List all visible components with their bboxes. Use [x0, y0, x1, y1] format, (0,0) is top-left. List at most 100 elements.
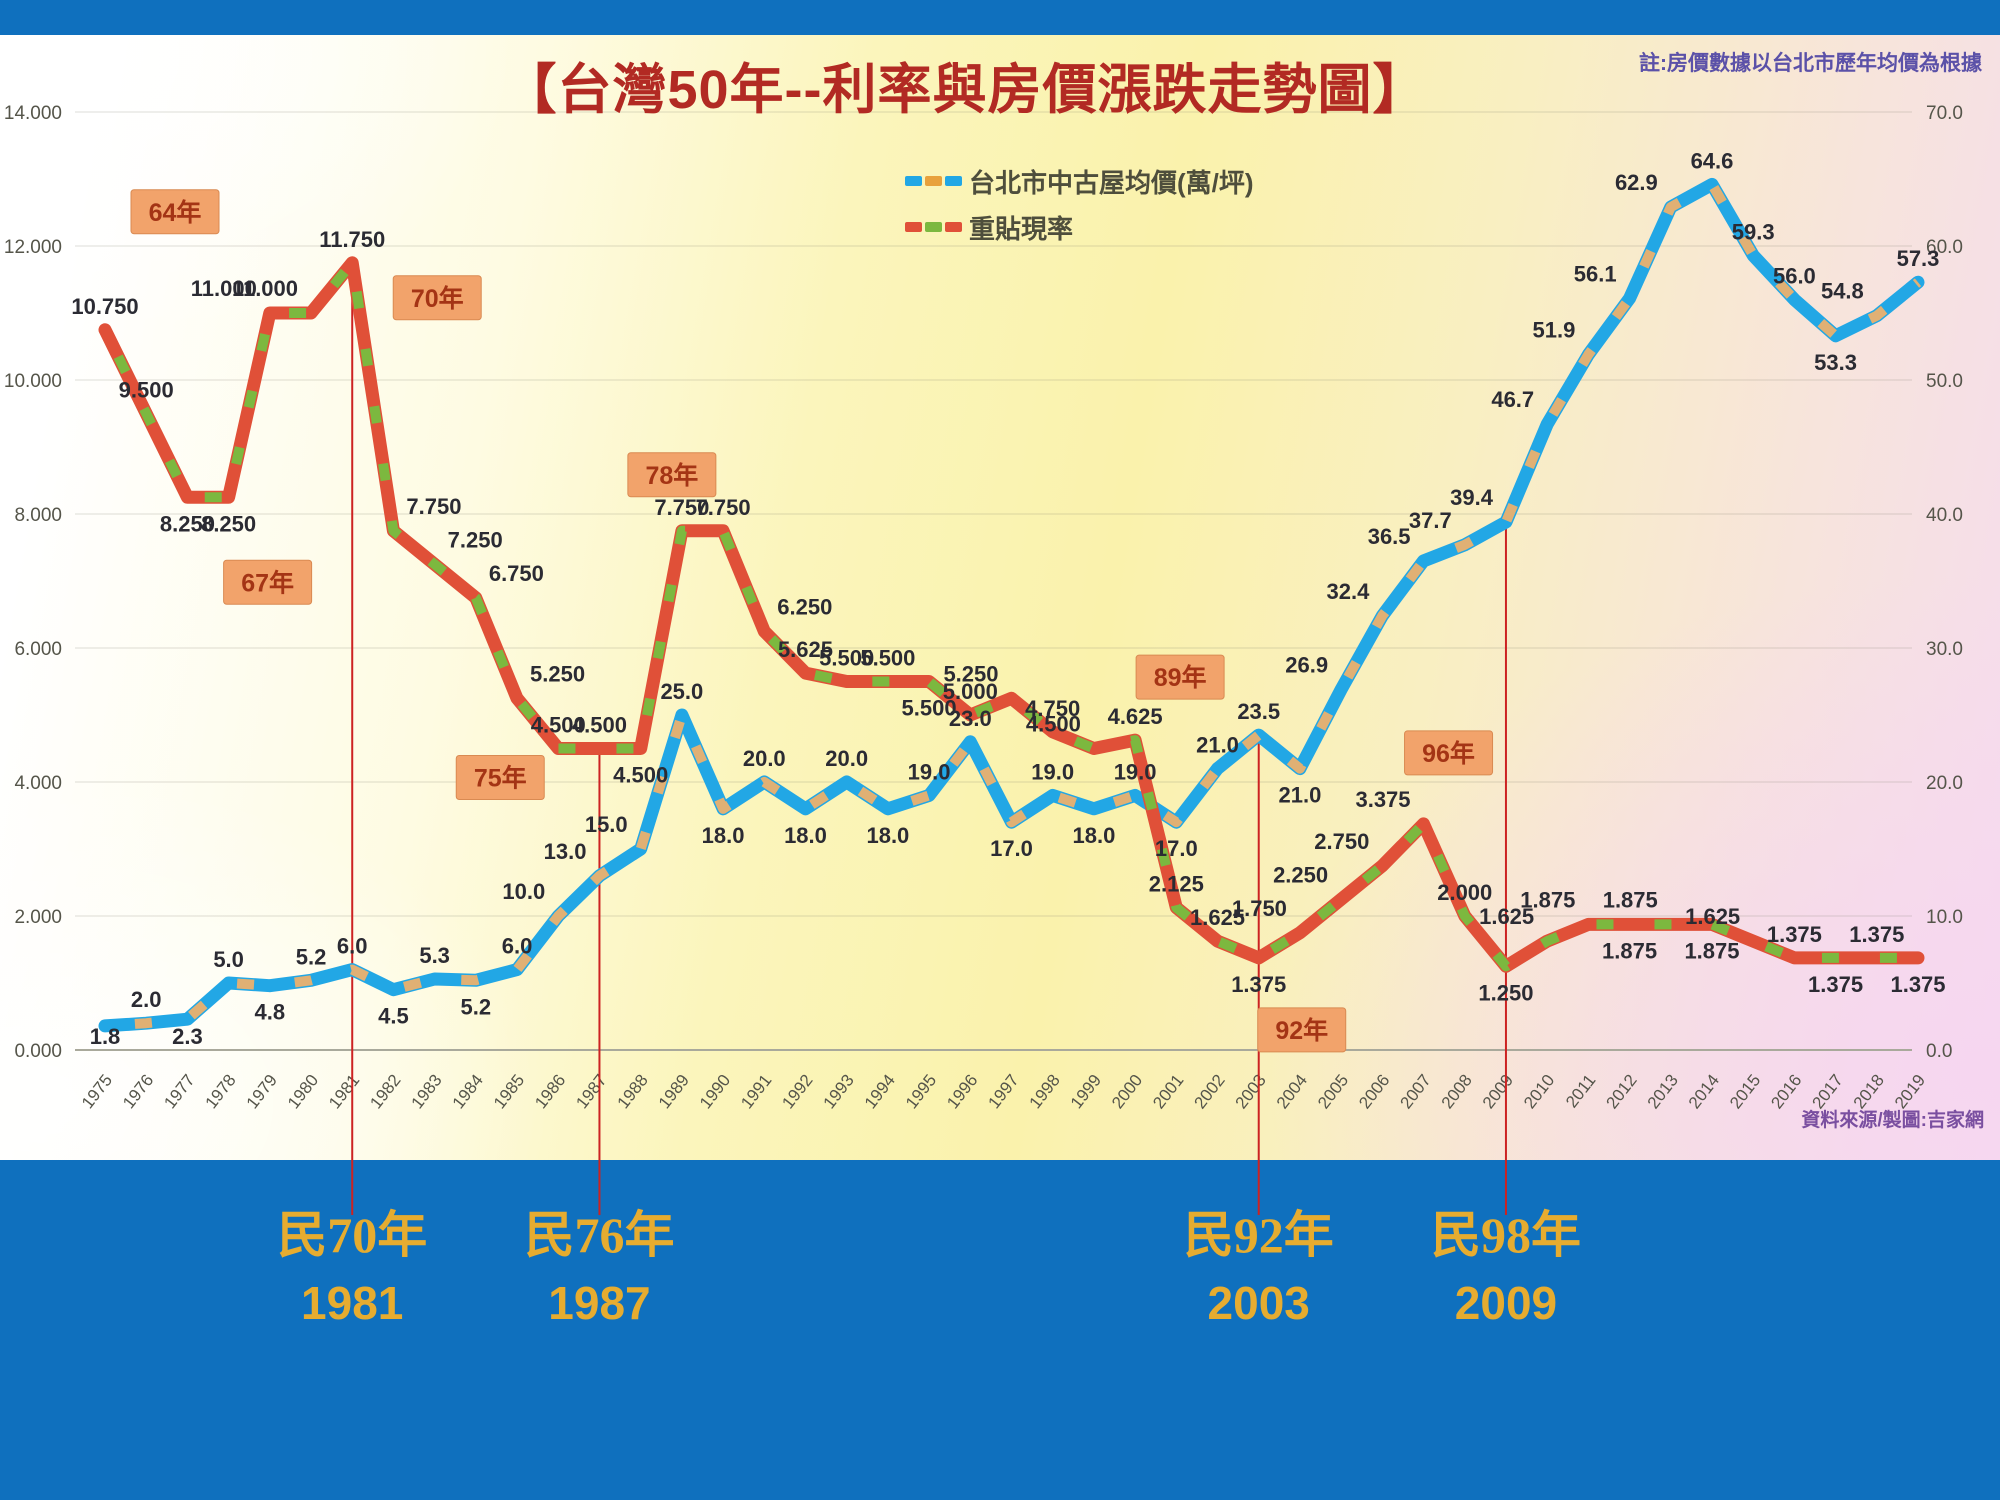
rate-data-label: 4.500: [531, 713, 586, 738]
price-data-label: 4.8: [255, 1000, 286, 1025]
rate-data-label: 5.625: [778, 637, 833, 662]
price-data-label: 18.0: [866, 823, 909, 848]
page-title: 【台灣50年--利率與房價漲跌走勢圖】: [502, 60, 1428, 120]
price-data-label: 15.0: [585, 812, 628, 837]
price-data-label: 21.0: [1196, 733, 1239, 758]
x-axis-label: 2008: [1438, 1071, 1476, 1113]
price-data-label: 19.0: [1114, 759, 1157, 784]
price-data-label: 1.8: [90, 1024, 121, 1049]
rate-data-label: 4.500: [1026, 712, 1081, 737]
rate-data-label: 1.375: [1849, 922, 1904, 947]
x-axis-label: 1989: [655, 1071, 693, 1113]
price-line-dashes: [104, 179, 1922, 1031]
price-data-label: 2.3: [172, 1024, 203, 1049]
rate-data-label: 10.750: [71, 294, 138, 319]
rate-data-label: 1.625: [1685, 904, 1740, 929]
price-data-label: 62.9: [1615, 170, 1658, 195]
y-axis-label-left: 4.000: [14, 773, 62, 794]
x-axis-label: 1996: [943, 1071, 981, 1113]
roc-year-box: [130, 189, 220, 235]
x-axis-label: 1991: [737, 1071, 775, 1113]
x-axis-label: 2007: [1396, 1071, 1434, 1113]
y-axis-label-right: 20.0: [1926, 773, 1963, 794]
y-axis-label-right: 0.0: [1926, 1041, 1952, 1062]
price-data-label: 18.0: [784, 823, 827, 848]
chart-region: 0.000 0.0 2.000 10.0 4.000 20.0 6.000 30.0 8.000…: [0, 35, 2000, 1215]
rate-data-label: 1.375: [1231, 972, 1286, 997]
price-data-label: 18.0: [1072, 823, 1115, 848]
top-right-note: 註:房價數據以台北市歷年均價為根據: [1639, 52, 1982, 75]
x-axis-label: 2009: [1479, 1071, 1517, 1113]
legend-item-price: 台北市中古屋均價(萬/坪): [905, 158, 1254, 204]
price-data-label: 39.4: [1450, 485, 1494, 510]
x-axis-label: 1980: [284, 1071, 322, 1113]
rate-data-label: 5.000: [943, 679, 998, 704]
y-axis-label-left: 6.000: [14, 639, 62, 660]
price-data-label: 17.0: [990, 836, 1033, 861]
rate-data-label: 5.500: [819, 646, 874, 671]
x-axis-label: 1986: [531, 1071, 569, 1113]
rate-data-label: 4.750: [1025, 696, 1080, 721]
rate-data-label: 5.250: [943, 661, 998, 686]
price-data-label: 18.0: [702, 823, 745, 848]
rate-data-label: 6.750: [489, 561, 544, 586]
price-data-label: 21.0: [1279, 783, 1322, 808]
legend-label: 台北市中古屋均價(萬/坪): [969, 167, 1254, 198]
rate-data-label: 4.625: [1108, 704, 1163, 729]
roc-year-box-label: 64年: [149, 198, 202, 227]
top-bar: [0, 0, 2000, 35]
x-axis-label: 2005: [1314, 1071, 1352, 1113]
rate-data-label: 2.125: [1149, 872, 1204, 897]
price-data-label: 59.3: [1732, 219, 1775, 244]
roc-year-box: [1404, 730, 1494, 776]
timeline-marker: 民70年 1981: [242, 1202, 462, 1338]
x-axis-label: 1984: [449, 1071, 487, 1113]
x-axis-label: 1977: [160, 1071, 198, 1113]
x-axis-label: 2012: [1602, 1071, 1640, 1113]
y-axis-label-right: 70.0: [1926, 103, 1963, 124]
x-axis-label: 1987: [572, 1071, 610, 1113]
price-line-marker-icon: [905, 176, 965, 186]
y-axis-label-right: 50.0: [1926, 371, 1963, 392]
x-axis-label: 2006: [1355, 1071, 1393, 1113]
chart-legend: 台北市中古屋均價(萬/坪) 重貼現率: [905, 158, 1254, 250]
y-axis-label-left: 2.000: [14, 907, 62, 928]
price-data-label: 64.6: [1691, 148, 1734, 173]
rate-data-label: 5.500: [902, 696, 957, 721]
x-axis-label: 2011: [1562, 1071, 1599, 1112]
price-data-label: 19.0: [1031, 759, 1074, 784]
price-data-label: 20.0: [825, 746, 868, 771]
x-axis-label: 2004: [1273, 1071, 1311, 1113]
x-axis-label: 1979: [243, 1071, 281, 1113]
x-axis-label: 2002: [1190, 1071, 1228, 1113]
rate-line-marker-icon: [905, 222, 965, 232]
source-note: 資料來源/製圖:吉家網: [1801, 1110, 1984, 1131]
rate-data-label: 11.750: [319, 227, 385, 252]
y-axis-label-right: 40.0: [1926, 505, 1963, 526]
roc-year-box: [1257, 1007, 1347, 1053]
y-axis-label-right: 30.0: [1926, 639, 1963, 660]
timeline-gregorian-year: 1981: [301, 1277, 404, 1329]
price-data-label: 32.4: [1327, 579, 1371, 604]
rate-data-label: 8.250: [201, 511, 256, 536]
rate-data-label: 1.375: [1767, 922, 1822, 947]
y-axis-label-left: 8.000: [14, 505, 62, 526]
x-axis-label: 1976: [119, 1071, 157, 1113]
rate-data-label: 4.500: [572, 713, 627, 738]
timeline-marker: 民76年 1987: [489, 1202, 709, 1338]
y-axis-label-right: 60.0: [1926, 237, 1963, 258]
roc-year-box-label: 89年: [1154, 663, 1207, 692]
price-data-label: 54.8: [1821, 279, 1864, 304]
roc-year-box-label: 92年: [1275, 1016, 1328, 1045]
x-axis-label: 1978: [202, 1071, 240, 1113]
legend-item-rate: 重貼現率: [905, 204, 1254, 250]
rate-data-label: 1.750: [1232, 896, 1287, 921]
price-data-label: 6.0: [502, 934, 533, 959]
price-data-label: 53.3: [1814, 350, 1857, 375]
rate-data-label: 7.750: [406, 494, 461, 519]
x-axis-label: 1997: [984, 1071, 1022, 1113]
price-data-label: 36.5: [1368, 524, 1411, 549]
price-data-label: 4.5: [378, 1004, 409, 1029]
rate-data-label: 7.750: [654, 495, 709, 520]
timeline-band: 民70年 1981 民76年 1987 民92年 2003 民98年 2009: [0, 1160, 2000, 1500]
